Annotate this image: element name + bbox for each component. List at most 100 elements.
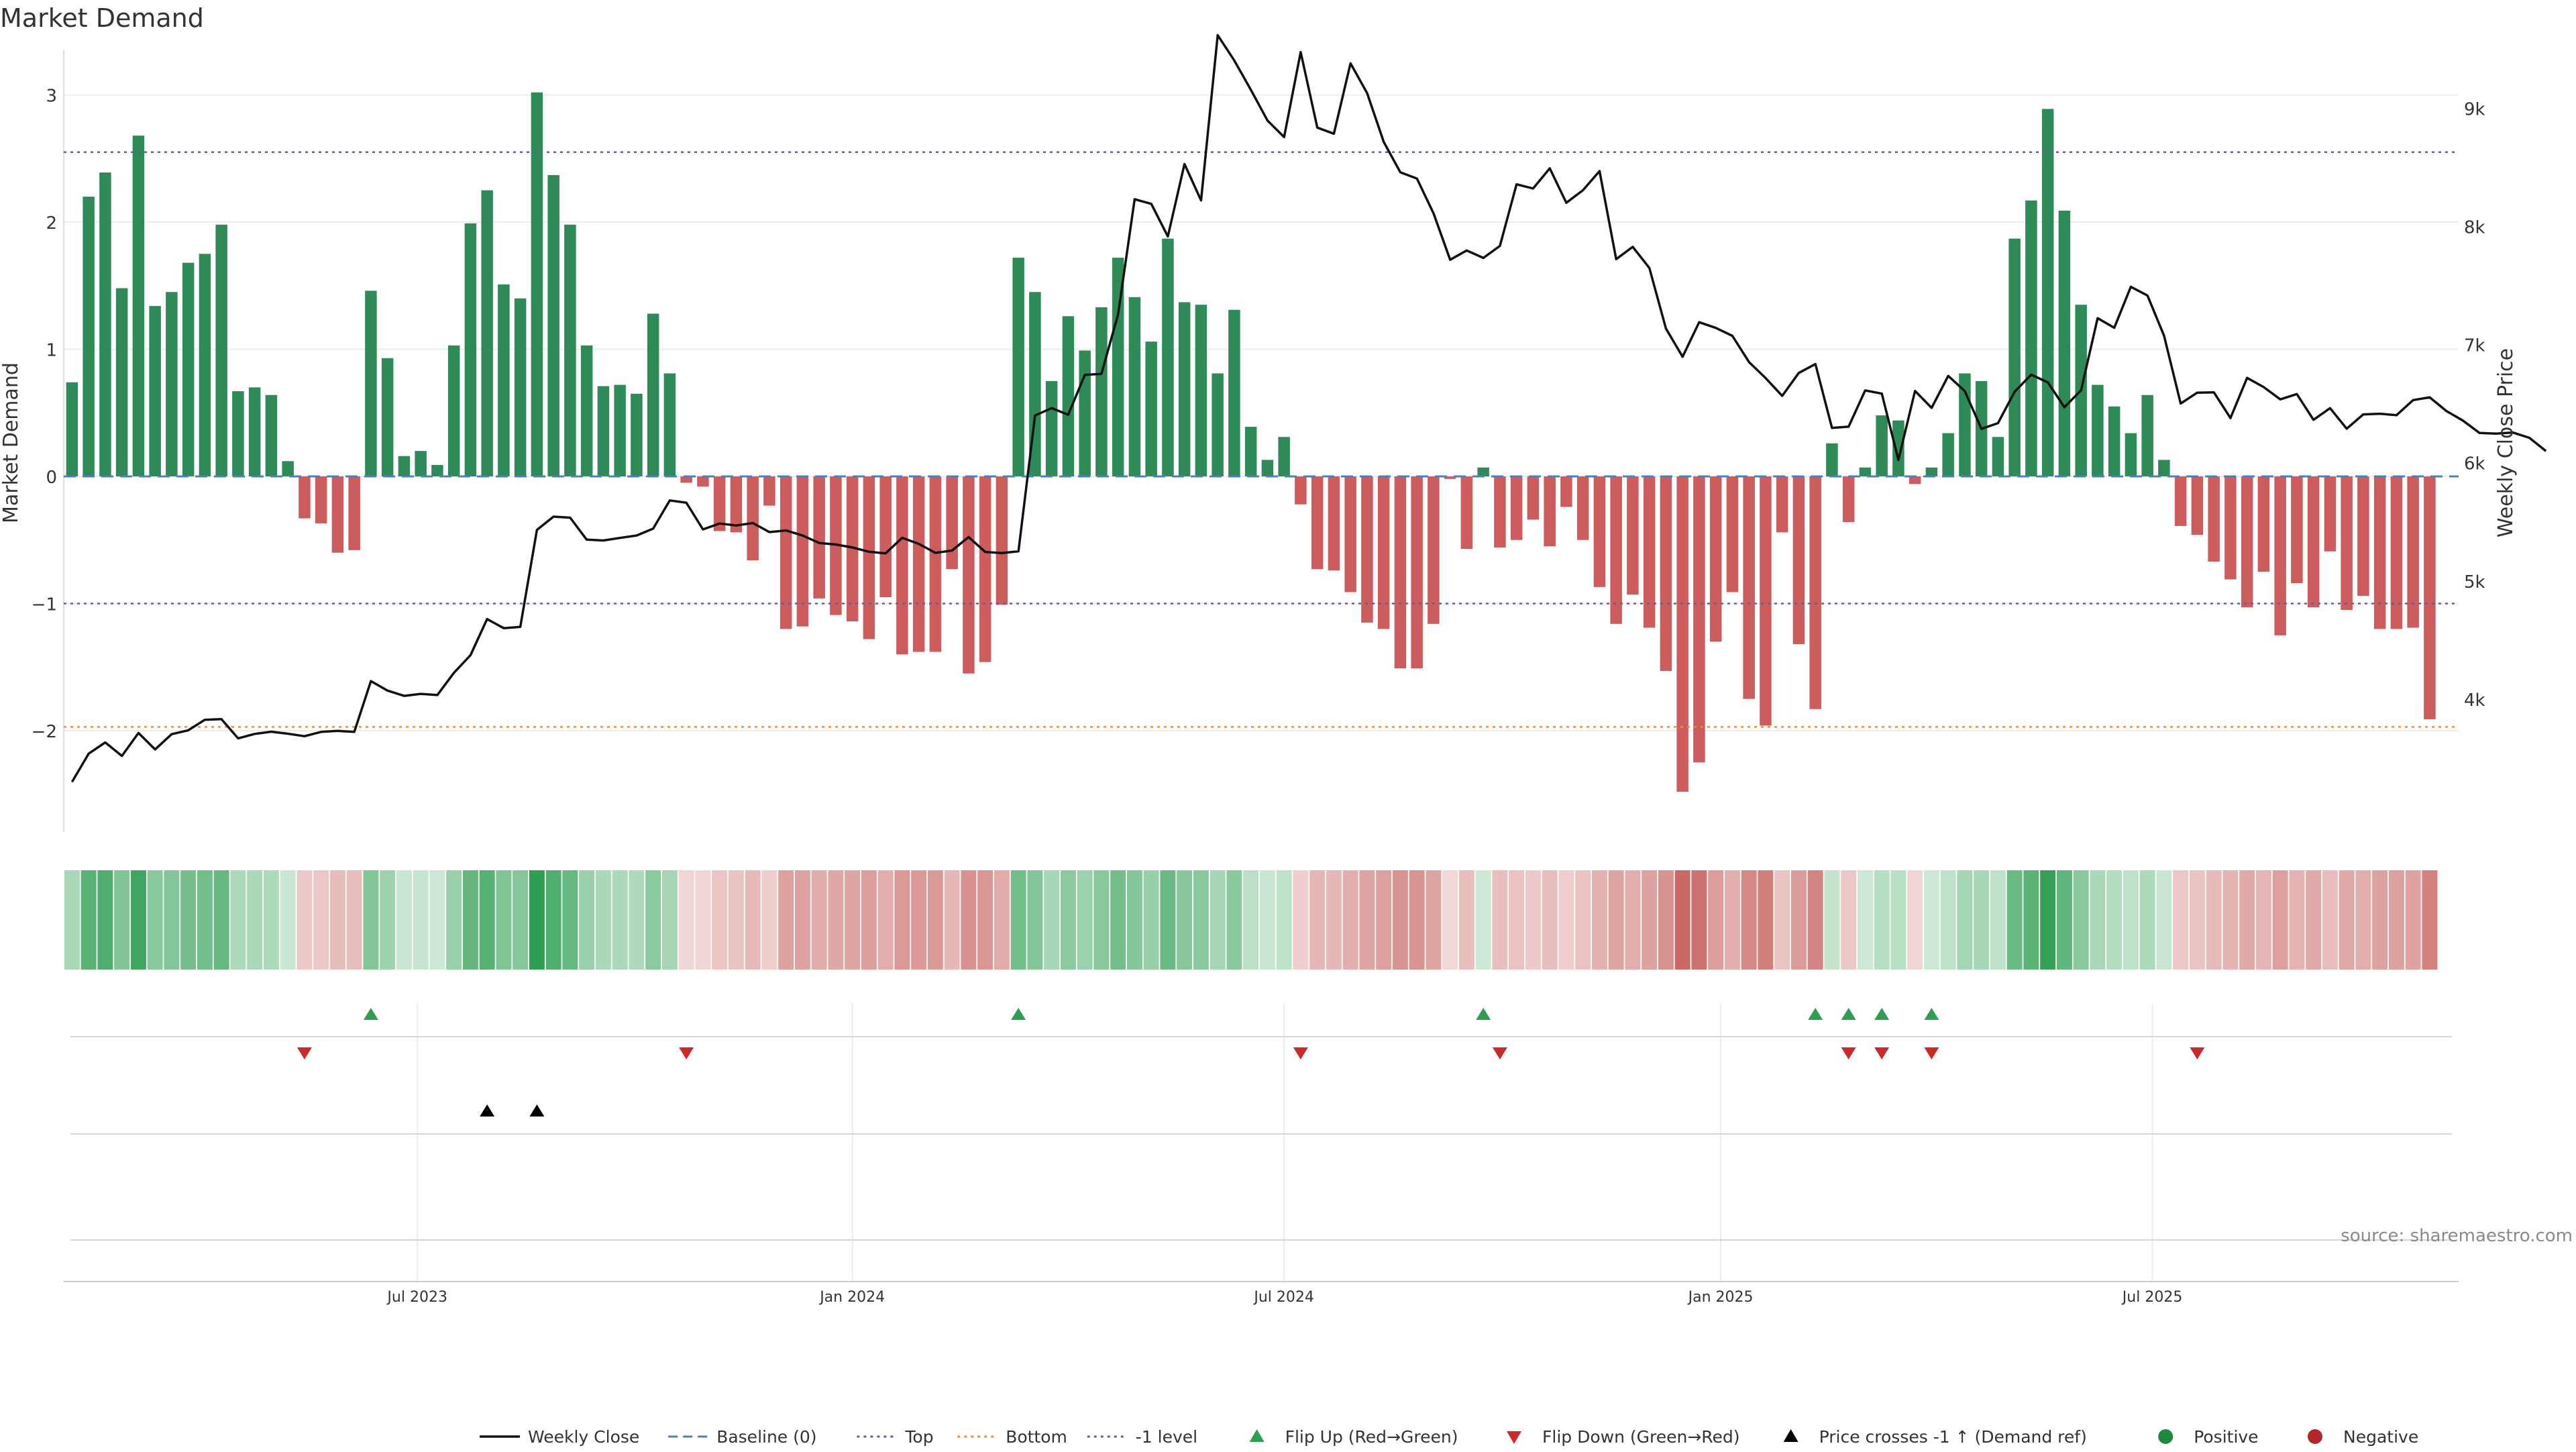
demand-bar [1643, 476, 1656, 628]
demand-bar [697, 476, 709, 487]
heat-cell [1841, 870, 1857, 970]
demand-bar [282, 461, 294, 476]
demand-bar [1859, 467, 1872, 476]
heat-cell [1309, 870, 1326, 970]
demand-bar [830, 476, 842, 615]
heat-cell [2006, 870, 2023, 970]
demand-bar [2008, 238, 2021, 476]
demand-bar [1460, 476, 1473, 550]
x-tick-label: Jan 2025 [1687, 1289, 1754, 1306]
heat-cell [2106, 870, 2123, 970]
demand-bar [481, 190, 493, 476]
legend-swatch [1249, 1429, 1265, 1442]
heat-cell [1890, 870, 1907, 970]
heat-cell [745, 870, 761, 970]
heat-cell [894, 870, 910, 970]
heat-cell [64, 870, 80, 970]
heat-cell [2388, 870, 2404, 970]
demand-bar [863, 476, 875, 639]
heat-cell [2372, 870, 2388, 970]
heat-cell [164, 870, 180, 970]
legend-label: Negative [2343, 1427, 2418, 1447]
heat-cell [2422, 870, 2438, 970]
heat-cell [1044, 870, 1060, 970]
demand-bar [447, 345, 460, 476]
heat-cell [661, 870, 678, 970]
heat-cell [1923, 870, 1939, 970]
legend-item: Negative [2308, 1427, 2418, 1447]
demand-bar [1261, 460, 1274, 476]
heat-cell [1591, 870, 1607, 970]
heat-cell [2255, 870, 2271, 970]
demand-bar [66, 382, 78, 476]
demand-bar [647, 313, 659, 476]
demand-bar [1909, 476, 1921, 484]
demand-bar [1660, 476, 1672, 671]
demand-bar [1062, 316, 1075, 476]
demand-bar [846, 476, 859, 622]
demand-bar [1876, 415, 1888, 476]
heat-cell [2139, 870, 2155, 970]
demand-bar [2092, 384, 2104, 476]
heat-cell [2222, 870, 2239, 970]
chart-title: Market Demand [0, 3, 204, 33]
flip-down-marker [1874, 1047, 1890, 1059]
demand-bar [1212, 373, 1224, 476]
flip-down-marker [2190, 1047, 2205, 1059]
heat-cell [612, 870, 628, 970]
demand-bar [265, 395, 278, 476]
y-tick-label: 2 [46, 213, 57, 234]
heat-cell [2090, 870, 2106, 970]
x-tick-label: Jul 2023 [386, 1289, 447, 1306]
legend-label: Baseline (0) [716, 1427, 816, 1447]
demand-bar [514, 298, 527, 476]
heat-cell [97, 870, 113, 970]
demand-bar [1544, 476, 1556, 547]
demand-bar [498, 284, 510, 476]
heat-cell [197, 870, 213, 970]
demand-bar [2174, 476, 2187, 526]
heat-cell [1193, 870, 1209, 970]
heat-cell [545, 870, 561, 970]
heat-cell [1060, 870, 1076, 970]
demand-bar [547, 174, 559, 476]
demand-bar [1709, 476, 1722, 642]
price-cross-marker [480, 1104, 495, 1117]
demand-bar [1610, 476, 1622, 624]
heat-cell [1758, 870, 1774, 970]
heat-cell [80, 870, 97, 970]
demand-bar [713, 476, 726, 531]
heat-cell [2405, 870, 2421, 970]
demand-bar [331, 476, 344, 553]
y2-tick-label: 8k [2464, 217, 2485, 238]
heat-cell [977, 870, 994, 970]
heat-cell [2239, 870, 2255, 970]
heat-cell [778, 870, 794, 970]
heat-cell [861, 870, 877, 970]
heat-cell [911, 870, 927, 970]
demand-bar [1112, 258, 1124, 476]
demand-bar [1195, 305, 1208, 476]
demand-bar [2108, 406, 2121, 476]
demand-bar [1045, 380, 1058, 476]
heat-cell [1409, 870, 1425, 970]
heat-cell [562, 870, 578, 970]
flip-up-marker [1476, 1008, 1491, 1020]
demand-bar [1892, 420, 1904, 476]
demand-bar [2357, 476, 2369, 597]
heat-cell [1509, 870, 1525, 970]
demand-bar [1560, 476, 1572, 507]
demand-bar [2208, 476, 2220, 562]
demand-bar [929, 476, 942, 652]
heat-cell [2123, 870, 2139, 970]
demand-bar [1809, 476, 1821, 709]
heat-cell [346, 870, 362, 970]
demand-bar [381, 358, 394, 476]
demand-bar [996, 476, 1008, 605]
demand-bar [1012, 258, 1024, 476]
heat-cell [1575, 870, 1591, 970]
flip-up-marker [1841, 1008, 1856, 1020]
demand-bar [1377, 476, 1390, 629]
heat-cell [1940, 870, 1956, 970]
demand-bar [199, 254, 211, 476]
